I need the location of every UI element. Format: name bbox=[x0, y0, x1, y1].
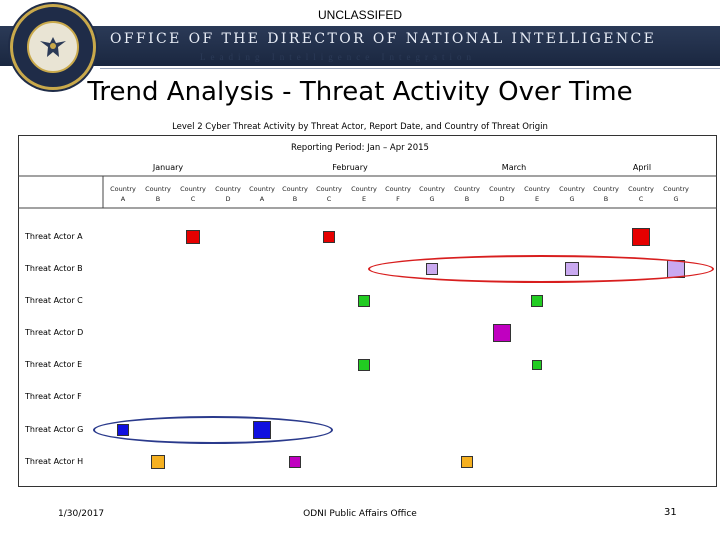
month-header: January bbox=[152, 163, 184, 172]
country-column-code: B bbox=[464, 195, 470, 203]
country-column-label: Country bbox=[180, 185, 206, 193]
country-column-code: C bbox=[638, 195, 644, 203]
page-number: 31 bbox=[664, 507, 677, 518]
reporting-period: Reporting Period: Jan – Apr 2015 bbox=[291, 143, 429, 153]
banner-divider bbox=[100, 68, 720, 69]
chart-title: Level 2 Cyber Threat Activity by Threat … bbox=[172, 122, 548, 132]
page-title: Trend Analysis - Threat Activity Over Ti… bbox=[87, 77, 633, 107]
country-column-code: G bbox=[673, 195, 679, 203]
footer-date: 1/30/2017 bbox=[58, 509, 105, 519]
threat-actor-label: Threat Actor G bbox=[25, 425, 84, 434]
activity-mark bbox=[632, 228, 650, 246]
country-column-code: C bbox=[190, 195, 196, 203]
activity-mark bbox=[532, 360, 542, 370]
header-banner: OFFICE OF THE DIRECTOR OF NATIONAL INTEL… bbox=[0, 26, 720, 66]
threat-actor-label: Threat Actor E bbox=[25, 360, 83, 369]
country-column-header: Country D bbox=[485, 184, 519, 204]
country-column-code: B bbox=[292, 195, 298, 203]
country-column-header: Country G bbox=[555, 184, 589, 204]
eagle-icon bbox=[40, 37, 66, 57]
country-column-code: A bbox=[259, 195, 265, 203]
activity-mark bbox=[323, 231, 335, 243]
country-column-code: G bbox=[569, 195, 575, 203]
country-column-label: Country bbox=[454, 185, 480, 193]
activity-mark bbox=[461, 456, 473, 468]
country-column-code: D bbox=[225, 195, 231, 203]
threat-actor-label: Threat Actor B bbox=[25, 264, 83, 273]
activity-mark bbox=[531, 295, 543, 307]
threat-actor-label: Threat Actor C bbox=[25, 296, 83, 305]
threat-actor-label: Threat Actor A bbox=[25, 232, 83, 241]
country-column-label: Country bbox=[351, 185, 377, 193]
activity-mark bbox=[289, 456, 301, 468]
country-column-code: C bbox=[326, 195, 332, 203]
country-column-header: Country B bbox=[589, 184, 623, 204]
country-column-code: G bbox=[429, 195, 435, 203]
threat-actor-label: Threat Actor D bbox=[25, 328, 84, 337]
country-column-header: Country F bbox=[381, 184, 415, 204]
seal-center bbox=[27, 21, 79, 73]
country-column-label: Country bbox=[282, 185, 308, 193]
country-column-label: Country bbox=[524, 185, 550, 193]
country-column-code: A bbox=[120, 195, 126, 203]
country-column-header: Country G bbox=[415, 184, 449, 204]
activity-mark bbox=[186, 230, 200, 244]
banner-subtitle: Leading Intelligence Integration bbox=[200, 52, 476, 62]
country-column-label: Country bbox=[215, 185, 241, 193]
country-column-header: Country C bbox=[624, 184, 658, 204]
country-column-label: Country bbox=[593, 185, 619, 193]
country-column-label: Country bbox=[559, 185, 585, 193]
country-column-code: E bbox=[534, 195, 540, 203]
month-header: April bbox=[632, 163, 652, 172]
country-column-code: D bbox=[499, 195, 505, 203]
country-column-label: Country bbox=[489, 185, 515, 193]
country-column-header: Country B bbox=[141, 184, 175, 204]
odni-seal-icon bbox=[10, 4, 96, 90]
country-column-label: Country bbox=[316, 185, 342, 193]
country-column-label: Country bbox=[385, 185, 411, 193]
country-column-header: Country B bbox=[450, 184, 484, 204]
country-column-label: Country bbox=[628, 185, 654, 193]
month-header: March bbox=[501, 163, 527, 172]
country-column-header: Country E bbox=[520, 184, 554, 204]
country-column-header: Country E bbox=[347, 184, 381, 204]
country-column-header: Country A bbox=[245, 184, 279, 204]
activity-mark bbox=[358, 295, 370, 307]
country-column-label: Country bbox=[110, 185, 136, 193]
country-column-header: Country D bbox=[211, 184, 245, 204]
country-column-code: B bbox=[155, 195, 161, 203]
country-column-label: Country bbox=[145, 185, 171, 193]
threat-actor-label: Threat Actor F bbox=[25, 392, 82, 401]
country-column-header: Country C bbox=[176, 184, 210, 204]
chart-frame bbox=[18, 135, 717, 487]
footer-organization: ODNI Public Affairs Office bbox=[303, 509, 417, 519]
country-column-label: Country bbox=[663, 185, 689, 193]
country-column-label: Country bbox=[249, 185, 275, 193]
country-column-header: Country A bbox=[106, 184, 140, 204]
threat-actor-label: Threat Actor H bbox=[25, 457, 84, 466]
country-column-label: Country bbox=[419, 185, 445, 193]
classification-marking: UNCLASSIFED bbox=[317, 8, 403, 22]
country-column-header: Country C bbox=[312, 184, 346, 204]
activity-mark bbox=[493, 324, 511, 342]
activity-mark bbox=[151, 455, 165, 469]
activity-mark bbox=[358, 359, 370, 371]
country-column-header: Country B bbox=[278, 184, 312, 204]
country-column-code: B bbox=[603, 195, 609, 203]
country-column-code: F bbox=[396, 195, 400, 203]
month-header: February bbox=[332, 163, 368, 172]
country-column-code: E bbox=[361, 195, 367, 203]
country-column-header: Country G bbox=[659, 184, 693, 204]
highlight-ellipse bbox=[368, 255, 714, 283]
highlight-ellipse bbox=[93, 416, 333, 444]
banner-title: OFFICE OF THE DIRECTOR OF NATIONAL INTEL… bbox=[110, 31, 657, 47]
